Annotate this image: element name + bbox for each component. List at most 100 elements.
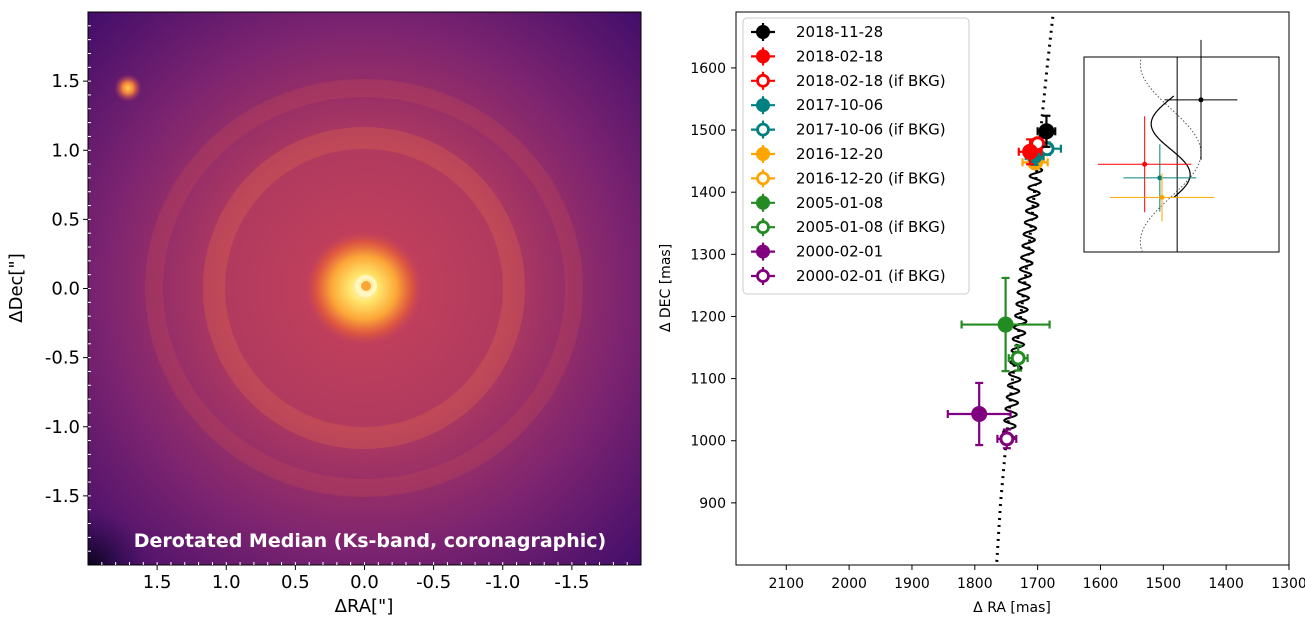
plot-x-ticks: 2100 2000 1900 1800 1700 1600 1500 1400 1300: [768, 565, 1305, 592]
plot-y-tick-label: 1400: [690, 185, 726, 201]
plot-x-tick-label: 1900: [894, 576, 930, 592]
legend-marker: [756, 147, 770, 161]
plot-y-tick-label: 1300: [690, 247, 726, 263]
plot-y-axis-label: Δ DEC [mas]: [658, 244, 674, 332]
plot-x-tick-label: 1500: [1145, 576, 1181, 592]
legend-marker: [756, 195, 770, 210]
point-2005-01-08: [960, 276, 1051, 373]
plot-x-tick-label: 2000: [831, 576, 867, 592]
point-2000-02-01: [946, 381, 1012, 447]
image-x-tick-label: -1.5: [554, 572, 589, 593]
data-points: [946, 114, 1062, 450]
plot-x-tick-label: 1400: [1208, 576, 1244, 592]
image-x-tick-label: 1.5: [143, 572, 172, 593]
legend-label: 2018-11-28: [796, 23, 883, 41]
legend-label: 2017-10-06: [796, 96, 883, 114]
image-y-tick-label: -1.0: [45, 417, 80, 438]
image-annotation: Derotated Median (Ks-band, coronagraphic…: [134, 530, 607, 552]
inset-marker: [1198, 97, 1204, 103]
inset-plot: [1083, 39, 1280, 253]
legend-label: 2005-01-08: [796, 194, 883, 212]
legend-label: 2016-12-20 (if BKG): [796, 169, 946, 187]
inset-point: [1097, 116, 1192, 213]
legend-marker: [756, 269, 770, 283]
legend-label: 2018-02-18 (if BKG): [796, 72, 946, 90]
plot-y-tick-label: 900: [699, 496, 726, 512]
legend-label: 2005-01-08 (if BKG): [796, 218, 946, 236]
image-x-tick-label: 1.0: [212, 572, 241, 593]
plot-x-tick-label: 1300: [1271, 576, 1305, 592]
astrometry-panel: 2100 2000 1900 1800 1700 1600 1500 1400 1300 900…: [658, 11, 1305, 616]
plot-frame: [735, 11, 1290, 566]
marker-filled: [1022, 143, 1039, 160]
legend-marker: [756, 171, 770, 186]
legend-label: 2000-02-01 (if BKG): [796, 267, 946, 285]
image-corner-shadow: [88, 380, 288, 565]
image-y-tick-label: -1.5: [45, 486, 80, 507]
image-y-ticks: 1.5 1.0 0.5 0.0 -0.5 -1.0 -1.5: [45, 25, 91, 552]
plot-x-tick-label: 1700: [1020, 576, 1056, 592]
inset-content: [1097, 39, 1238, 253]
inset-point: [1123, 144, 1197, 212]
image-y-axis-label: ΔDec["]: [6, 253, 27, 322]
legend-marker: [756, 25, 770, 39]
legend-marker: [756, 244, 770, 259]
inset-orbit-track: [1150, 95, 1191, 198]
image-panel: 1.5 1.0 0.5 0.0 -0.5 -1.0 -1.5 1.5 1.0 0.5 0.0 -0.…: [6, 11, 642, 617]
legend-marker: [756, 220, 770, 235]
plot-y-tick-label: 1000: [690, 434, 726, 450]
plot-y-ticks: 900 1000 1100 1200 1300 1400 1500 1600: [690, 61, 736, 512]
plot-x-tick-label: 1600: [1083, 576, 1119, 592]
plot-y-tick-label: 1100: [690, 372, 726, 388]
point-2018-11-28: [1036, 114, 1057, 148]
image-x-ticks: 1.5 1.0 0.5 0.0 -0.5 -1.0 -1.5: [101, 562, 628, 593]
plot-y-tick-label: 1500: [690, 123, 726, 139]
legend-entry: 2018-02-18 (if BKG): [751, 71, 946, 90]
legend-entry: 2017-10-06: [751, 96, 883, 115]
legend-entry: 2018-11-28: [751, 23, 883, 41]
legend-entry: 2000-02-01: [751, 242, 883, 261]
disk-ring-outer: [145, 79, 583, 497]
legend-box: [742, 17, 970, 295]
legend-label: 2016-12-20: [796, 145, 883, 163]
point-2005-01-08-if-bkg-: [1007, 344, 1029, 372]
point-2000-02-01-if-bkg-: [996, 428, 1018, 450]
legend-entry: 2017-10-06 (if BKG): [751, 120, 946, 139]
coronagraph-ring: [355, 275, 377, 297]
marker-filled: [971, 406, 988, 423]
legend-label: 2000-02-01: [796, 243, 883, 261]
image-x-tick-label: 0.0: [350, 572, 379, 593]
legend-label: 2017-10-06 (if BKG): [796, 121, 946, 139]
legend-marker: [756, 49, 770, 64]
companion-source: [114, 74, 142, 102]
point-2018-02-18: [1017, 138, 1043, 166]
legend-entry: 2005-01-08: [751, 193, 883, 212]
image-x-tick-label: -1.0: [485, 572, 520, 593]
image-y-tick-label: -0.5: [45, 348, 80, 369]
marker-filled: [1038, 123, 1055, 140]
image-y-tick-label: 1.0: [51, 140, 80, 161]
orbit-wiggle-line: [1002, 137, 1046, 442]
image-y-tick-label: 0.5: [51, 209, 80, 230]
legend-marker: [756, 98, 770, 113]
legend-marker: [756, 73, 770, 88]
inset-point: [1164, 39, 1238, 160]
legend-marker: [756, 122, 770, 137]
image-x-tick-label: -0.5: [416, 572, 451, 593]
image-y-tick-label: 0.0: [51, 279, 80, 300]
plot-y-tick-label: 1600: [690, 61, 726, 77]
marker-filled: [997, 316, 1014, 333]
plot-y-tick-label: 1200: [690, 309, 726, 325]
plot-x-tick-label: 1800: [957, 576, 993, 592]
legend-entry: 2000-02-01 (if BKG): [751, 267, 946, 285]
legend-entry: 2005-01-08 (if BKG): [751, 218, 946, 237]
plot-x-tick-label: 2100: [768, 576, 804, 592]
legend-entry: 2016-12-20 (if BKG): [751, 169, 946, 188]
inset-point: [1110, 173, 1214, 222]
plot-x-axis-label: Δ RA [mas]: [973, 600, 1051, 616]
inset-frame: [1083, 56, 1280, 253]
image-x-tick-label: 0.5: [281, 572, 310, 593]
legend: 2018-11-28 2018-02-18 2018-02-18 (if BKG) 2…: [742, 17, 970, 295]
marker-open: [999, 431, 1015, 447]
